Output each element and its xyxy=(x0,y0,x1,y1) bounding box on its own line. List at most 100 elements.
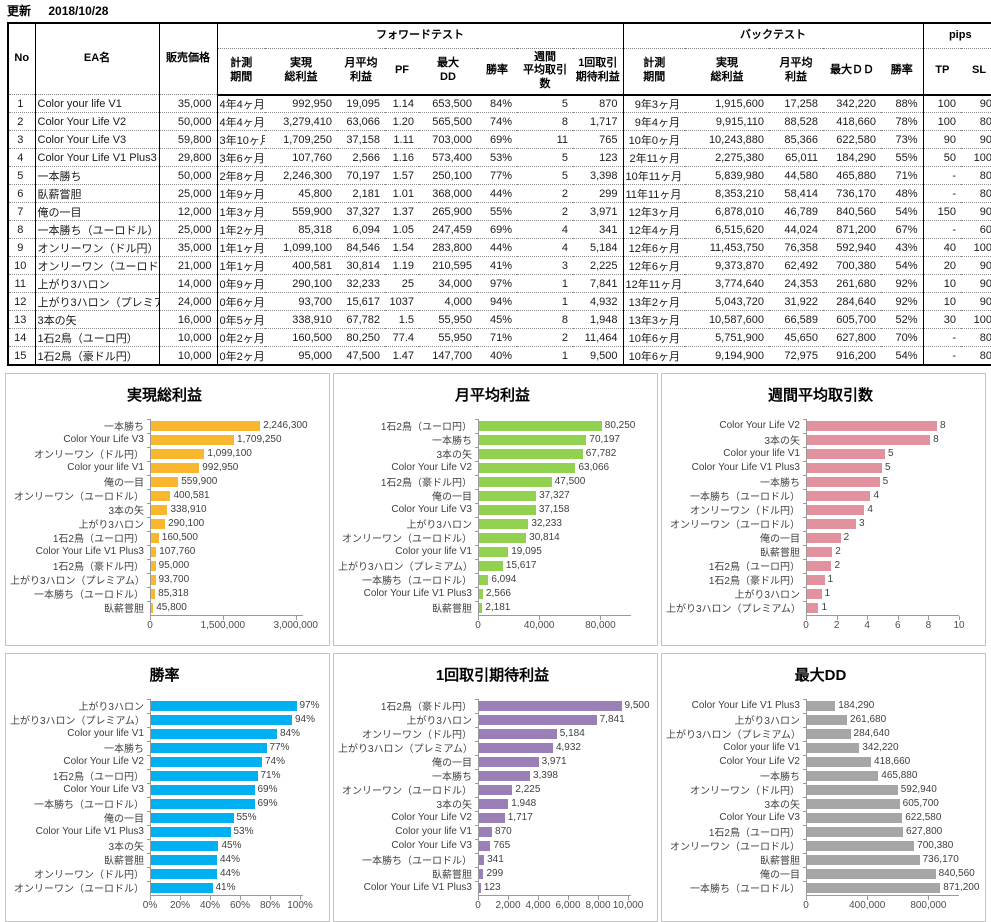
update-label: 更新 xyxy=(7,4,32,18)
value-label: 592,940 xyxy=(900,783,937,795)
bar-area: 70,197 xyxy=(478,433,631,447)
value-label: 418,660 xyxy=(874,755,911,767)
chart-bar-row: 俺の一目 2 xyxy=(666,530,975,545)
bar xyxy=(807,560,832,571)
chart-bar-row: Color Your Life V3 69% xyxy=(10,782,319,797)
table-cell: 76,358 xyxy=(769,238,823,258)
table-cell: オンリーワン（ユーロドル） xyxy=(35,256,160,276)
category-label: 一本勝ち xyxy=(760,478,800,490)
chart-bar-row: Color Your Life V1 Plus3 53% xyxy=(10,824,319,839)
bar-area: 19,095 xyxy=(478,545,631,559)
table-cell: 418,660 xyxy=(823,112,881,132)
table-cell: 13年2ヶ月 xyxy=(623,292,685,312)
bar-area: 400,581 xyxy=(150,489,303,503)
x-tick-label: 80% xyxy=(259,899,281,911)
chart-bar-row: 1石2鳥（ユーロ円） 80,250 xyxy=(338,418,647,433)
value-label: 299 xyxy=(486,867,504,879)
table-cell: 2 xyxy=(8,112,36,132)
bar xyxy=(479,504,536,515)
table-cell: 870 xyxy=(573,94,624,114)
table-cell: 54% xyxy=(881,202,924,222)
category-label: Color Your Life V3 xyxy=(63,784,144,796)
bar-area: 605,700 xyxy=(806,797,959,811)
bar xyxy=(807,518,856,529)
table-cell: 12,000 xyxy=(159,202,218,222)
table-cell: 765 xyxy=(573,130,624,150)
table-cell: 100 xyxy=(961,148,991,168)
table-cell: 1,099,100 xyxy=(265,238,337,258)
value-label: 622,580 xyxy=(905,811,942,823)
x-tick-mark xyxy=(600,615,602,620)
table-cell: 69% xyxy=(477,220,517,240)
x-axis: 0 400,000 800,000 xyxy=(803,894,959,913)
value-label: 2,566 xyxy=(485,587,511,599)
table-cell: 210,595 xyxy=(419,256,477,276)
bar xyxy=(151,882,213,893)
table-cell: 0年2ヶ月 xyxy=(219,350,265,363)
value-label: 400,581 xyxy=(173,489,210,501)
x-tick-label: 0 xyxy=(803,619,809,631)
x-tick-label: 60% xyxy=(229,899,251,911)
table-cell: 107,760 xyxy=(265,148,337,168)
category-label: 上がり3ハロン xyxy=(406,716,472,728)
table-cell: 上がり3ハロン（プレミアム） xyxy=(35,292,160,312)
table-cell: 55% xyxy=(881,148,924,168)
table-cell: 8,353,210 xyxy=(685,184,769,204)
bar-area: 77% xyxy=(150,741,303,755)
table-cell: 90 xyxy=(961,256,991,276)
bar-area: 7,841 xyxy=(478,713,631,727)
category-label: Color your life V1 xyxy=(395,546,472,558)
table-cell: 100 xyxy=(961,310,991,330)
category-label: 上がり3ハロン（プレミアム） xyxy=(666,604,801,616)
category-label: 上がり3ハロン xyxy=(78,520,144,532)
bar xyxy=(479,560,503,571)
col-header-fwd-period: 計測 期間 xyxy=(217,48,265,96)
table-cell: 9,915,110 xyxy=(685,112,769,132)
table-cell: 29,800 xyxy=(159,148,218,168)
x-tick-mark xyxy=(867,895,869,900)
value-label: 45% xyxy=(221,839,242,851)
table-cell: 12年6ヶ月 xyxy=(623,256,685,276)
table-cell: 2,566 xyxy=(337,148,385,168)
table-cell: 78% xyxy=(881,112,924,132)
value-label: 1,948 xyxy=(511,797,537,809)
value-label: 41% xyxy=(215,881,236,893)
bar-area: 341 xyxy=(478,853,631,867)
x-tick-label: 8 xyxy=(925,619,932,631)
table-cell: 247,459 xyxy=(419,220,477,240)
bar xyxy=(151,420,261,431)
x-tick-label: 10 xyxy=(953,619,965,631)
table-cell: 1.47 xyxy=(392,349,414,362)
chart-title: 週間平均取引数 xyxy=(767,386,873,404)
table-cell: 1 xyxy=(8,94,36,114)
x-tick-mark xyxy=(897,615,899,620)
category-label: Color Your Life V3 xyxy=(391,504,472,516)
table-cell: 573,400 xyxy=(419,148,477,168)
chart-bar-row: 3本の矢 605,700 xyxy=(666,796,975,811)
table-cell: 2 xyxy=(517,328,573,348)
x-axis: 0 40,000 80,000 xyxy=(475,614,631,633)
table-cell: 14,000 xyxy=(159,274,218,294)
bar-area: 184,290 xyxy=(806,699,959,713)
table-cell: 0年6ヶ月 xyxy=(217,292,265,312)
table-cell: 1,709,250 xyxy=(265,130,337,150)
category-label: オンリーワン（ユーロドル） xyxy=(14,884,144,896)
bar xyxy=(151,812,234,823)
value-label: 107,760 xyxy=(159,545,196,557)
table-cell: 4年4ヶ月 xyxy=(217,112,265,132)
value-label: 338,910 xyxy=(170,503,207,515)
bar-area: 592,940 xyxy=(806,783,959,797)
table-cell: - xyxy=(923,184,962,204)
table-cell: 71% xyxy=(881,166,924,186)
bar-area: 9,500 xyxy=(478,699,650,713)
x-tick-mark xyxy=(598,895,599,900)
table-cell: 10 xyxy=(8,256,36,276)
table-cell: 44% xyxy=(477,238,517,258)
value-label: 3 xyxy=(858,517,865,529)
table-cell: 50 xyxy=(923,148,962,168)
category-label: Color your life V1 xyxy=(723,742,800,754)
bar xyxy=(479,812,505,823)
table-cell: - xyxy=(923,220,962,240)
table-cell: 11年11ヶ月 xyxy=(623,184,685,204)
table-cell: 45% xyxy=(477,310,517,330)
